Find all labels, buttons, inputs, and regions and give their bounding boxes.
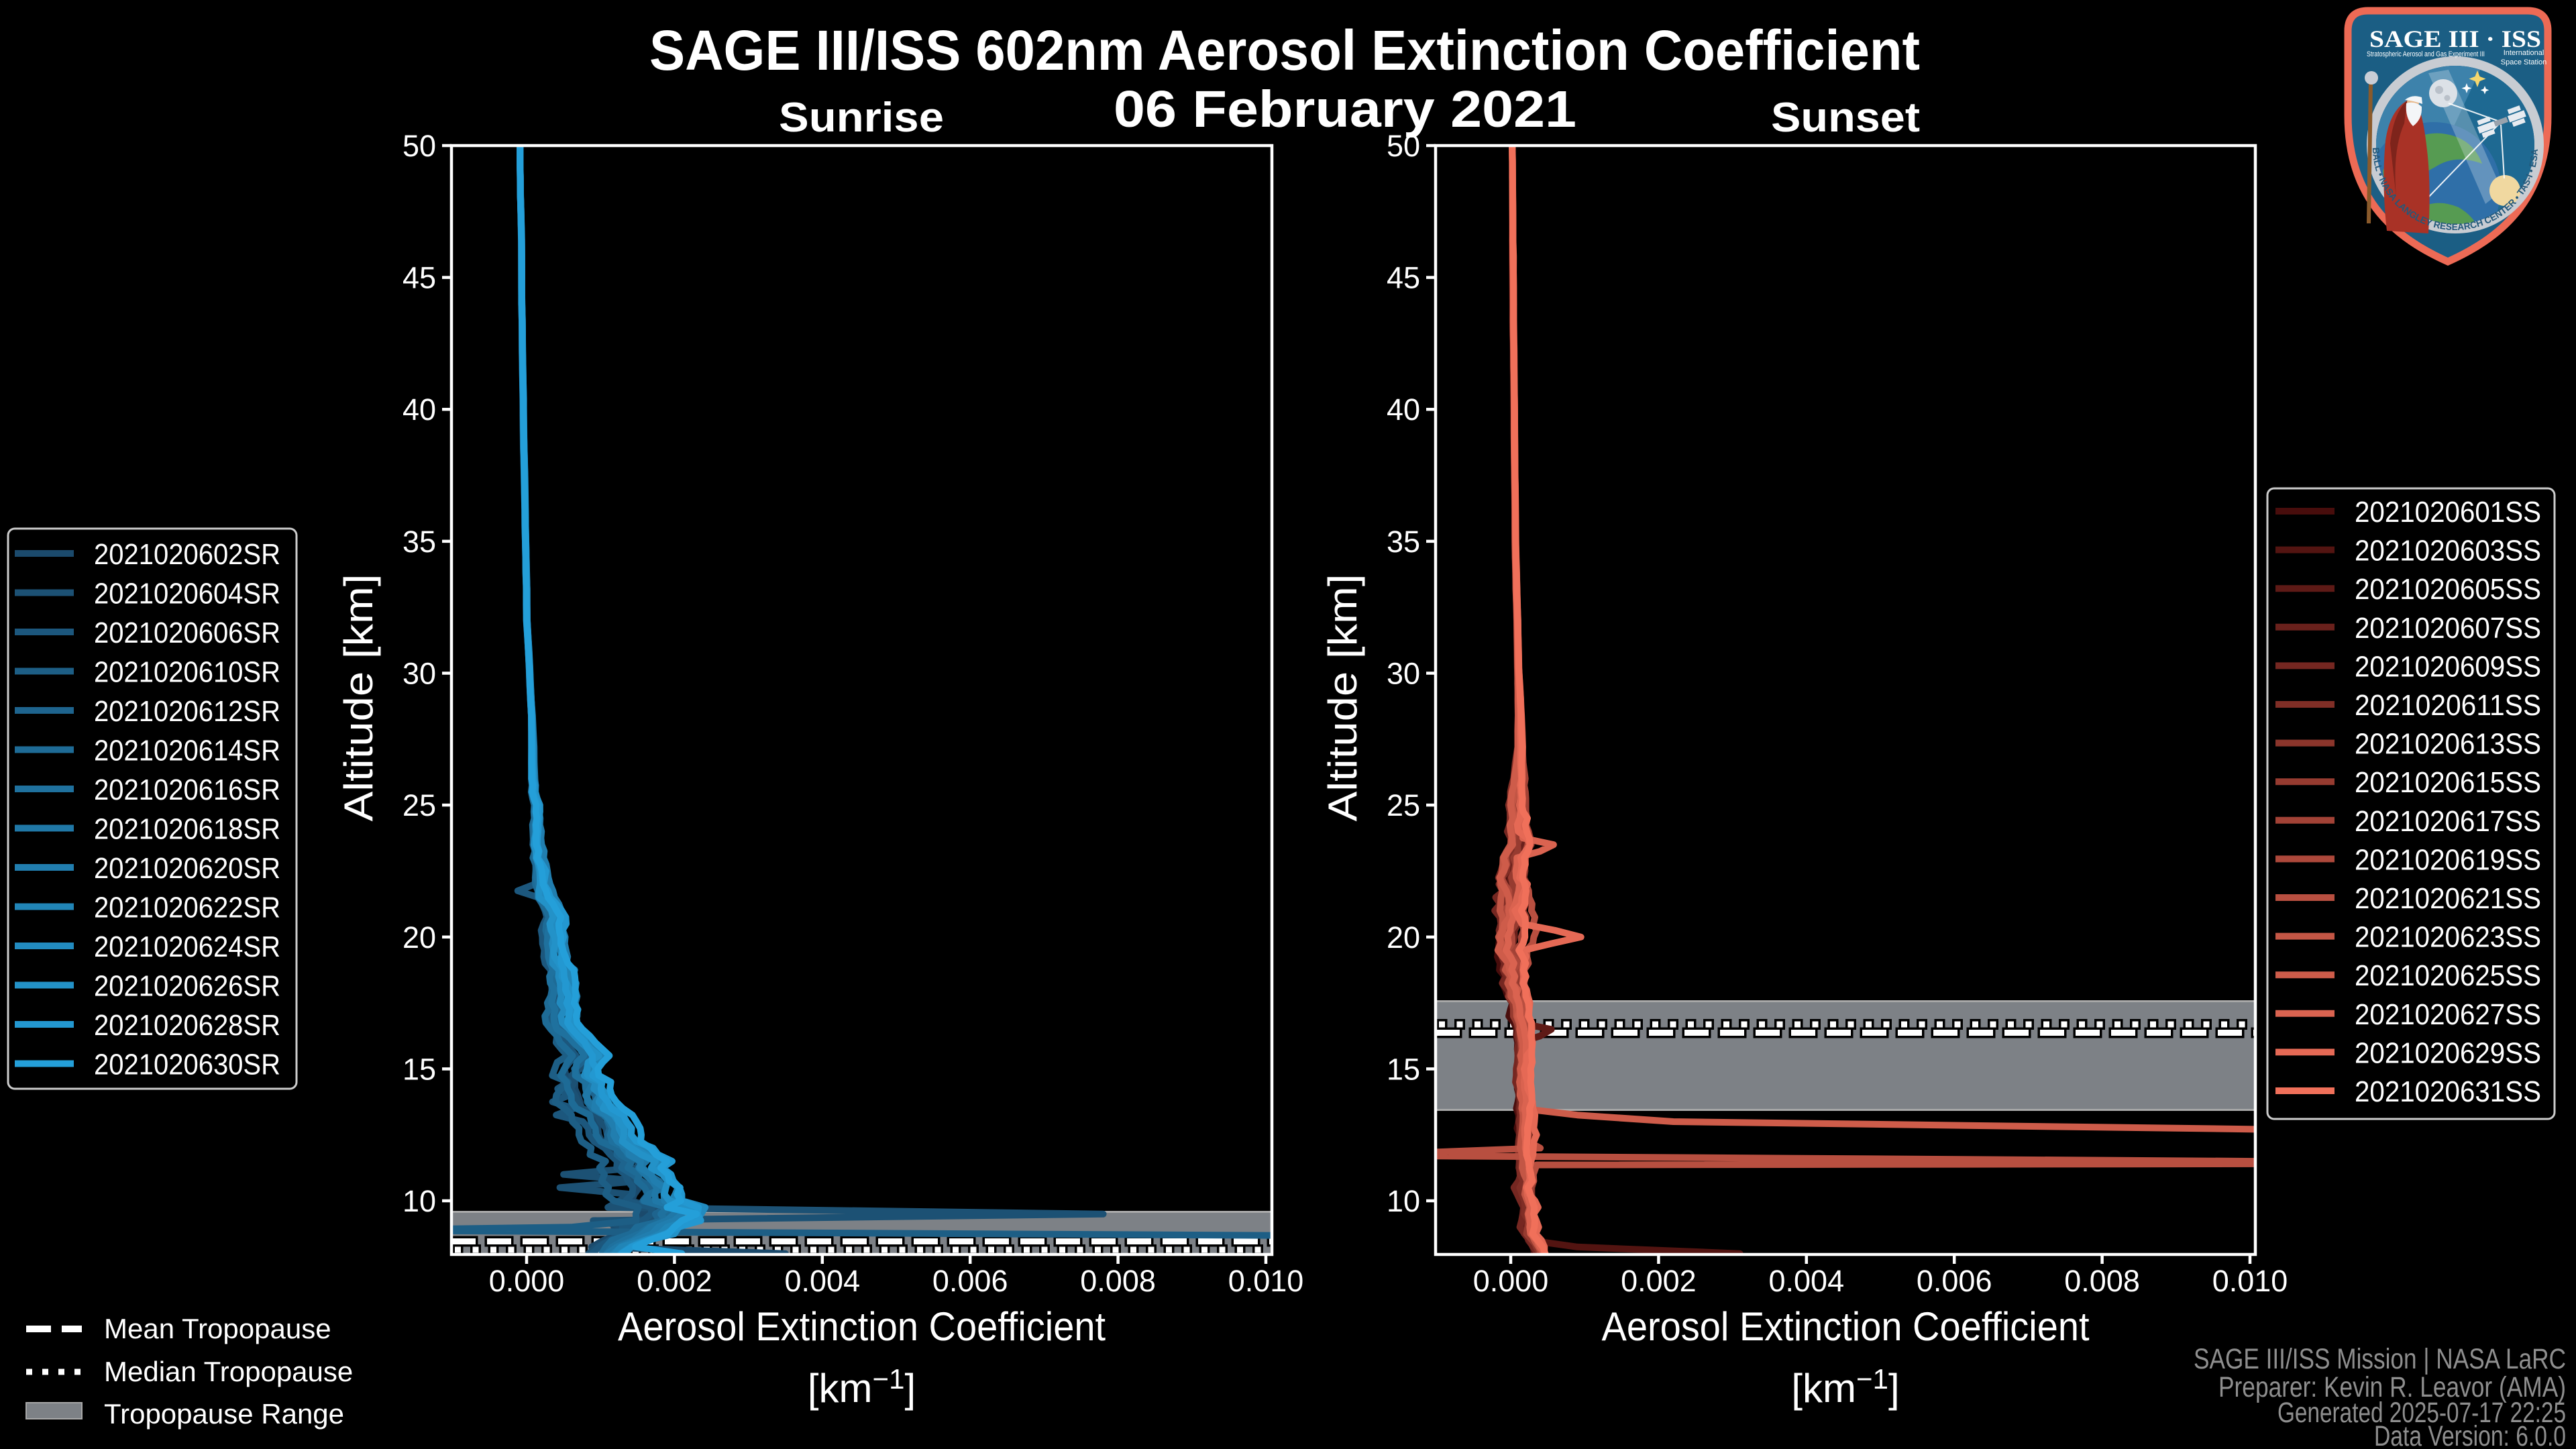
svg-text:Altitude [km]: Altitude [km] bbox=[336, 574, 381, 822]
svg-text:SAGE III/ISS 602nm Aerosol Ext: SAGE III/ISS 602nm Aerosol Extinction Co… bbox=[649, 19, 1920, 82]
svg-text:Sunset: Sunset bbox=[1771, 95, 1920, 141]
svg-text:Altitude [km]: Altitude [km] bbox=[1320, 574, 1365, 822]
svg-text:Generated 2025-07-17 22:25: Generated 2025-07-17 22:25 bbox=[2277, 1397, 2566, 1429]
svg-text:0.000: 0.000 bbox=[489, 1264, 565, 1298]
svg-text:2021020628SR: 2021020628SR bbox=[94, 1009, 280, 1042]
svg-text:50: 50 bbox=[1387, 129, 1420, 163]
svg-text:0.010: 0.010 bbox=[1228, 1264, 1304, 1298]
svg-text:25: 25 bbox=[1387, 788, 1420, 822]
svg-text:0.004: 0.004 bbox=[784, 1264, 860, 1298]
svg-text:10: 10 bbox=[402, 1184, 436, 1218]
svg-text:Aerosol Extinction Coefficient: Aerosol Extinction Coefficient bbox=[618, 1304, 1106, 1349]
svg-text:0.010: 0.010 bbox=[2212, 1264, 2288, 1298]
svg-text:2021020629SS: 2021020629SS bbox=[2355, 1036, 2541, 1069]
svg-text:0.008: 0.008 bbox=[2064, 1264, 2140, 1298]
svg-text:Space Station: Space Station bbox=[2501, 58, 2547, 66]
svg-text:2021020616SR: 2021020616SR bbox=[94, 773, 280, 806]
svg-text:2021020611SS: 2021020611SS bbox=[2355, 689, 2541, 722]
svg-text:06 February 2021: 06 February 2021 bbox=[1114, 80, 1576, 138]
svg-text:0.006: 0.006 bbox=[1917, 1264, 1992, 1298]
svg-text:2021020627SS: 2021020627SS bbox=[2355, 998, 2541, 1031]
svg-text:2021020602SR: 2021020602SR bbox=[94, 538, 280, 571]
svg-text:10: 10 bbox=[1387, 1184, 1420, 1218]
svg-text:45: 45 bbox=[402, 261, 436, 295]
svg-text:2021020605SS: 2021020605SS bbox=[2355, 573, 2541, 606]
svg-text:Preparer: Kevin R. Leavor (AMA: Preparer: Kevin R. Leavor (AMA) bbox=[2218, 1371, 2566, 1403]
svg-text:Mean Tropopause: Mean Tropopause bbox=[104, 1313, 331, 1344]
svg-text:2021020618SR: 2021020618SR bbox=[94, 813, 280, 846]
svg-text:2021020613SS: 2021020613SS bbox=[2355, 728, 2541, 761]
svg-text:0.006: 0.006 bbox=[932, 1264, 1008, 1298]
svg-text:0.002: 0.002 bbox=[637, 1264, 712, 1298]
svg-text:2021020614SR: 2021020614SR bbox=[94, 735, 280, 767]
svg-text:25: 25 bbox=[402, 788, 436, 822]
svg-text:2021020630SR: 2021020630SR bbox=[94, 1049, 280, 1081]
svg-text:International: International bbox=[2504, 49, 2544, 57]
svg-text:Tropopause Range: Tropopause Range bbox=[104, 1398, 344, 1430]
svg-text:Sunrise: Sunrise bbox=[779, 95, 944, 141]
svg-text:Data Version: 6.0.0: Data Version: 6.0.0 bbox=[2374, 1420, 2566, 1449]
svg-text:45: 45 bbox=[1387, 261, 1420, 295]
svg-text:2021020603SS: 2021020603SS bbox=[2355, 535, 2541, 568]
svg-text:2021020623SS: 2021020623SS bbox=[2355, 921, 2541, 954]
svg-text:40: 40 bbox=[402, 392, 436, 427]
svg-text:2021020601SS: 2021020601SS bbox=[2355, 496, 2541, 529]
svg-text:0.008: 0.008 bbox=[1080, 1264, 1156, 1298]
svg-text:35: 35 bbox=[402, 525, 436, 559]
svg-text:2021020624SR: 2021020624SR bbox=[94, 930, 280, 963]
svg-text:0.002: 0.002 bbox=[1621, 1264, 1697, 1298]
svg-text:Stratospheric Aerosol and Gas: Stratospheric Aerosol and Gas Experiment… bbox=[2367, 50, 2485, 58]
svg-text:SAGE III/ISS Mission | NASA La: SAGE III/ISS Mission | NASA LaRC bbox=[2194, 1343, 2566, 1375]
svg-text:40: 40 bbox=[1387, 392, 1420, 427]
svg-text:Median Tropopause: Median Tropopause bbox=[104, 1356, 353, 1387]
svg-text:20: 20 bbox=[402, 920, 436, 955]
svg-text:2021020617SS: 2021020617SS bbox=[2355, 805, 2541, 838]
svg-text:20: 20 bbox=[1387, 920, 1420, 955]
svg-text:15: 15 bbox=[402, 1052, 436, 1086]
svg-text:0.004: 0.004 bbox=[1768, 1264, 1844, 1298]
svg-text:0.000: 0.000 bbox=[1473, 1264, 1549, 1298]
svg-text:2021020612SR: 2021020612SR bbox=[94, 695, 280, 728]
svg-text:2021020606SR: 2021020606SR bbox=[94, 616, 280, 649]
svg-text:2021020604SR: 2021020604SR bbox=[94, 578, 280, 610]
svg-text:2021020626SR: 2021020626SR bbox=[94, 970, 280, 1003]
svg-text:2021020609SS: 2021020609SS bbox=[2355, 650, 2541, 683]
svg-text:2021020631SS: 2021020631SS bbox=[2355, 1075, 2541, 1108]
svg-text:50: 50 bbox=[402, 129, 436, 163]
svg-text:30: 30 bbox=[1387, 657, 1420, 691]
svg-text:2021020621SS: 2021020621SS bbox=[2355, 882, 2541, 915]
svg-text:2021020620SR: 2021020620SR bbox=[94, 852, 280, 885]
svg-text:30: 30 bbox=[402, 657, 436, 691]
svg-text:2021020615SS: 2021020615SS bbox=[2355, 766, 2541, 799]
svg-text:2021020607SS: 2021020607SS bbox=[2355, 612, 2541, 645]
svg-text:Aerosol Extinction Coefficient: Aerosol Extinction Coefficient bbox=[1602, 1304, 2090, 1349]
svg-text:2021020610SR: 2021020610SR bbox=[94, 656, 280, 689]
svg-text:2021020625SS: 2021020625SS bbox=[2355, 959, 2541, 992]
svg-text:SAGE III · ISS: SAGE III · ISS bbox=[2369, 25, 2541, 52]
svg-text:15: 15 bbox=[1387, 1052, 1420, 1086]
svg-text:2021020622SR: 2021020622SR bbox=[94, 892, 280, 924]
svg-text:2021020619SS: 2021020619SS bbox=[2355, 843, 2541, 876]
svg-text:35: 35 bbox=[1387, 525, 1420, 559]
